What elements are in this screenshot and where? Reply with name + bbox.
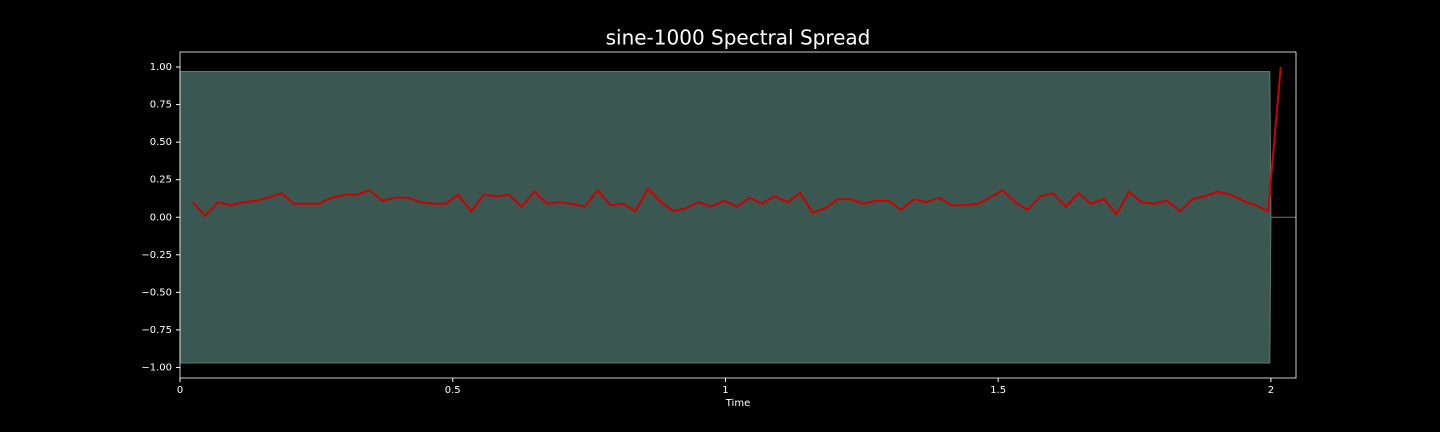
x-tick-label: 1.5 [990, 385, 1006, 396]
y-tick-label: 0.25 [150, 175, 172, 186]
x-tick-label: 2 [1268, 385, 1274, 396]
x-tick-label: 0 [177, 385, 183, 396]
x-axis-label: Time [725, 398, 750, 409]
y-tick-label: 0.75 [150, 100, 172, 111]
y-tick-label: −0.50 [141, 287, 172, 298]
x-tick-label: 0.5 [445, 385, 461, 396]
x-tick-label: 1 [722, 385, 728, 396]
y-tick-label: −0.75 [141, 325, 172, 336]
y-tick-label: −1.00 [141, 362, 172, 373]
y-tick-label: 1.00 [150, 62, 172, 73]
waveform-area [179, 71, 1296, 364]
chart-title: sine-1000 Spectral Spread [606, 26, 871, 50]
y-tick-label: 0.50 [150, 137, 172, 148]
axes-frame [179, 51, 1297, 379]
y-tick-label: 0.00 [150, 212, 172, 223]
spectral-spread-line [191, 66, 1282, 218]
y-tick-label: −0.25 [141, 250, 172, 261]
